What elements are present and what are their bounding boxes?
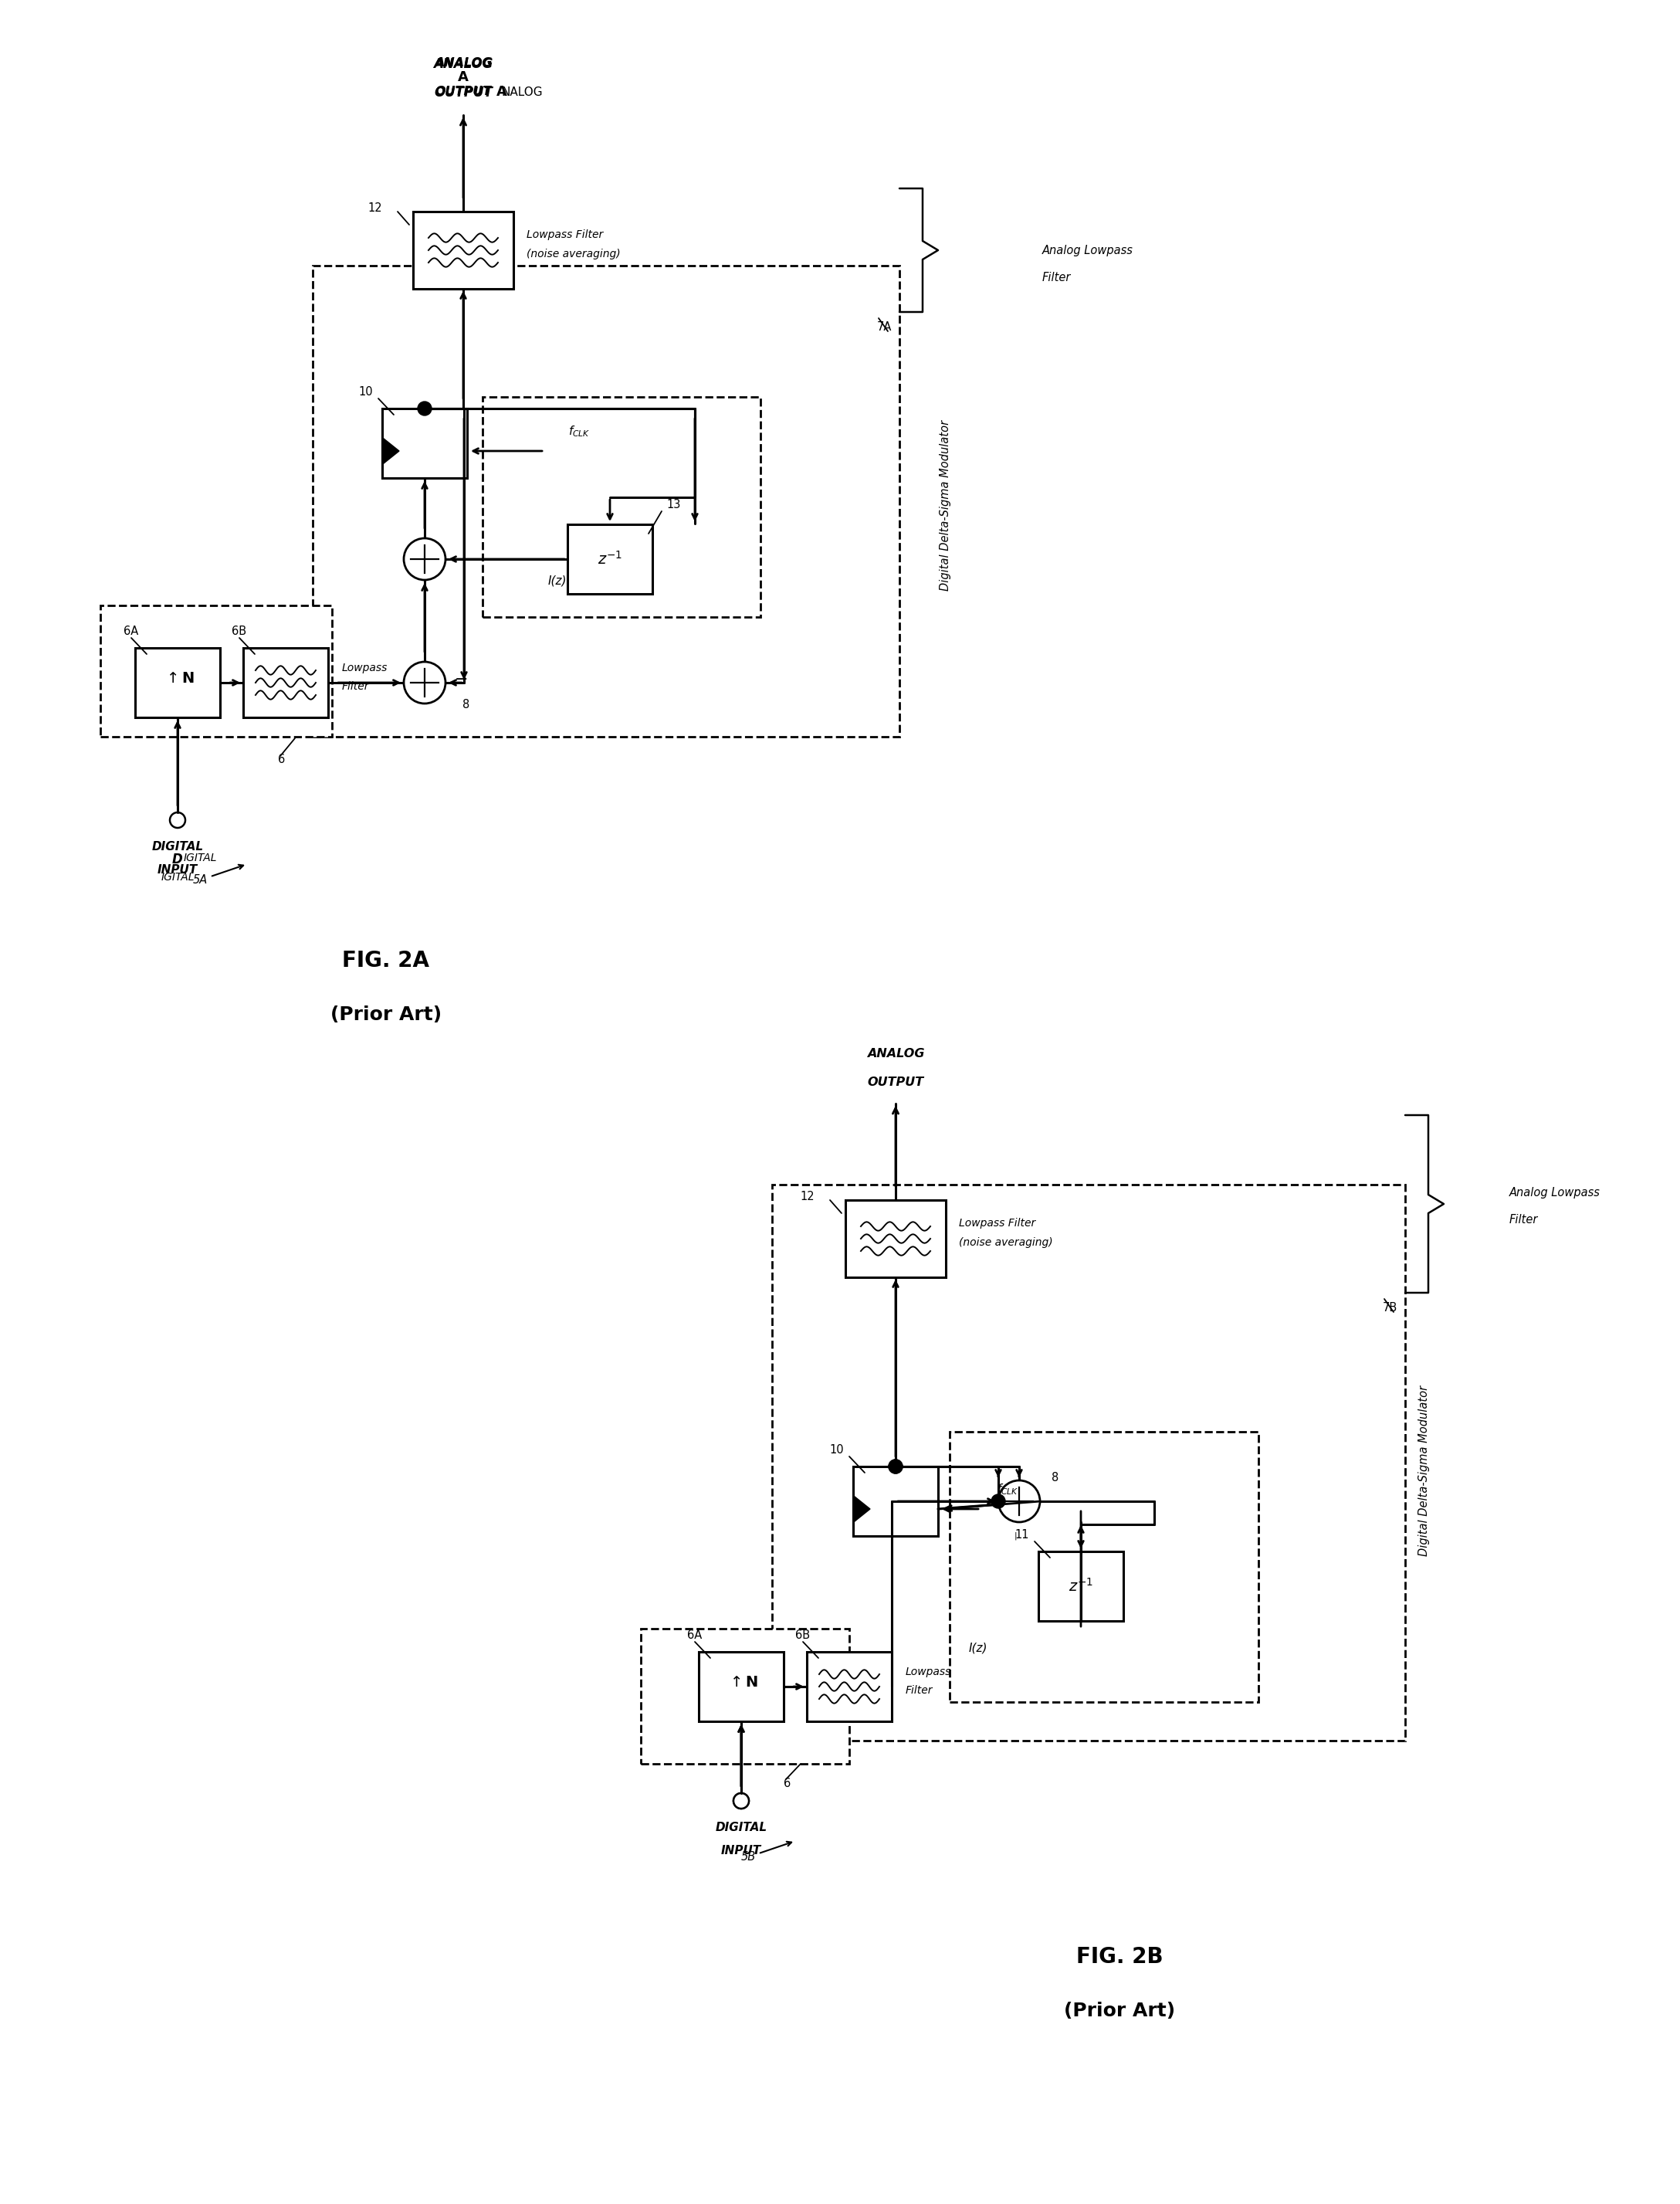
Text: 6B: 6B	[232, 626, 247, 637]
Polygon shape	[853, 1494, 870, 1523]
Text: ANALOG: ANALOG	[435, 57, 492, 68]
Bar	[853, 1466, 937, 1536]
Text: FIG. 2A: FIG. 2A	[343, 950, 430, 972]
Text: 12: 12	[800, 1190, 815, 1201]
Text: OUTPUT: OUTPUT	[867, 1076, 924, 1089]
Text: 7B: 7B	[1383, 1303, 1398, 1314]
Text: 6: 6	[783, 1776, 791, 1790]
Text: IGITAL: IGITAL	[183, 853, 217, 864]
Text: 8: 8	[1052, 1472, 1058, 1483]
Circle shape	[998, 1481, 1040, 1523]
Circle shape	[889, 1459, 902, 1474]
Bar	[773, 1184, 1404, 1741]
Text: Analog Lowpass: Analog Lowpass	[1042, 245, 1134, 256]
Text: INPUT: INPUT	[158, 864, 198, 875]
Text: I(z): I(z)	[548, 575, 568, 586]
Bar	[244, 648, 328, 719]
Text: Lowpass Filter: Lowpass Filter	[526, 229, 603, 240]
Text: 10: 10	[358, 386, 373, 397]
Bar	[312, 267, 899, 736]
Text: A: A	[459, 71, 469, 84]
Text: Digital Delta-Sigma Modulator: Digital Delta-Sigma Modulator	[941, 419, 951, 591]
Text: OUTPUT: OUTPUT	[435, 86, 492, 97]
Text: Lowpass Filter: Lowpass Filter	[959, 1219, 1035, 1228]
Text: (Prior Art): (Prior Art)	[331, 1005, 442, 1025]
Text: 6A: 6A	[124, 626, 139, 637]
Text: ANALOG: ANALOG	[433, 57, 494, 71]
Bar	[101, 606, 333, 736]
Bar	[134, 648, 220, 719]
Text: Filter: Filter	[1509, 1214, 1539, 1225]
Bar	[413, 212, 514, 289]
Circle shape	[418, 401, 432, 417]
Text: Filter: Filter	[1042, 271, 1072, 282]
Circle shape	[734, 1794, 749, 1809]
Text: Filter: Filter	[906, 1686, 932, 1695]
Text: (Prior Art): (Prior Art)	[1063, 2001, 1174, 2021]
Text: DIGITAL: DIGITAL	[151, 842, 203, 853]
Text: I(z): I(z)	[969, 1642, 988, 1653]
Text: Lowpass: Lowpass	[906, 1666, 951, 1677]
Text: $z^{-1}$: $z^{-1}$	[1068, 1578, 1094, 1596]
Text: A: A	[497, 86, 507, 99]
Text: Lowpass: Lowpass	[343, 663, 388, 674]
Text: 11: 11	[1015, 1530, 1030, 1541]
Text: INPUT: INPUT	[721, 1845, 761, 1856]
Text: (noise averaging): (noise averaging)	[526, 249, 620, 260]
Text: 7A: 7A	[877, 322, 892, 333]
Text: 10: 10	[830, 1444, 843, 1455]
Circle shape	[170, 813, 185, 829]
Bar	[568, 525, 652, 593]
Text: −: −	[455, 672, 469, 688]
Text: $f_{CLK}$: $f_{CLK}$	[996, 1483, 1018, 1497]
Bar	[1038, 1552, 1124, 1620]
Circle shape	[889, 1459, 902, 1474]
Bar	[949, 1433, 1258, 1701]
Text: 12: 12	[368, 203, 381, 214]
Text: NALOG: NALOG	[502, 86, 543, 97]
Text: FIG. 2B: FIG. 2B	[1075, 1946, 1163, 1968]
Text: $z^{-1}$: $z^{-1}$	[598, 551, 622, 569]
Bar	[806, 1651, 892, 1721]
Circle shape	[403, 661, 445, 703]
Text: 5A: 5A	[193, 864, 244, 886]
Bar	[640, 1629, 850, 1763]
Bar	[845, 1199, 946, 1278]
Text: 6A: 6A	[687, 1629, 702, 1640]
Circle shape	[991, 1494, 1005, 1508]
Polygon shape	[381, 436, 400, 465]
Text: $\uparrow$N: $\uparrow$N	[727, 1675, 758, 1690]
Text: 6: 6	[277, 754, 286, 765]
Text: |: |	[1013, 1532, 1016, 1538]
Circle shape	[734, 1794, 749, 1809]
Text: Digital Delta-Sigma Modulator: Digital Delta-Sigma Modulator	[1418, 1384, 1430, 1556]
Text: Analog Lowpass: Analog Lowpass	[1509, 1186, 1601, 1199]
Text: ANALOG: ANALOG	[867, 1047, 924, 1060]
Circle shape	[403, 538, 445, 580]
Bar	[381, 408, 467, 478]
Text: IGITAL: IGITAL	[161, 873, 195, 882]
Text: 13: 13	[667, 500, 680, 511]
Text: $\uparrow$N: $\uparrow$N	[163, 672, 195, 685]
Text: D: D	[173, 853, 183, 866]
Text: DIGITAL: DIGITAL	[716, 1823, 768, 1834]
Text: 6B: 6B	[796, 1629, 810, 1640]
Text: Filter: Filter	[343, 681, 370, 692]
Text: 5B: 5B	[741, 1843, 791, 1862]
Text: (noise averaging): (noise averaging)	[959, 1236, 1053, 1247]
Text: OUTPUT: OUTPUT	[433, 86, 492, 99]
Bar	[699, 1651, 783, 1721]
Text: 8: 8	[462, 699, 470, 710]
Text: $f_{CLK}$: $f_{CLK}$	[568, 425, 590, 439]
Bar	[482, 397, 761, 617]
